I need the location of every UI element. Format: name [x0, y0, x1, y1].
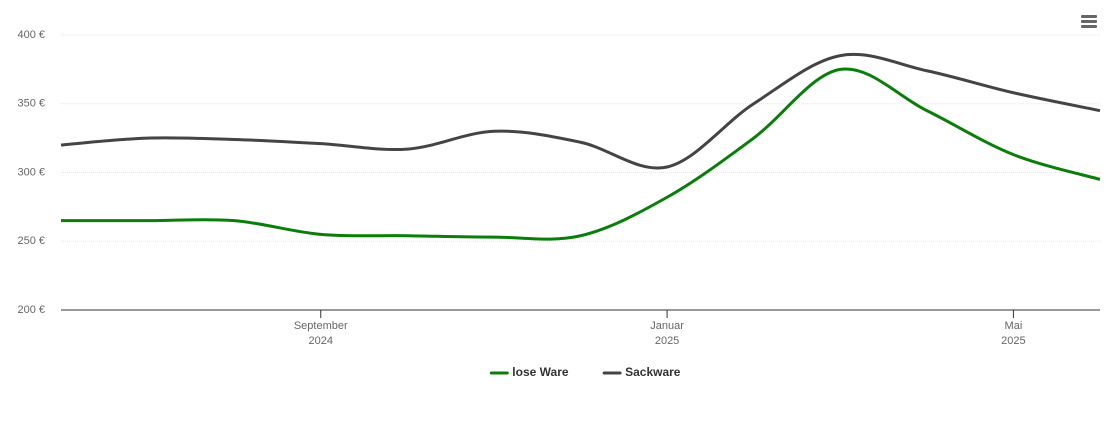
menu-bar	[1081, 25, 1097, 28]
menu-bar	[1081, 15, 1097, 18]
x-tick-label: Januar	[650, 320, 684, 332]
x-tick-label: 2025	[655, 335, 679, 347]
legend-item[interactable]: Sackware	[602, 365, 681, 379]
menu-button[interactable]	[1081, 15, 1097, 28]
y-tick-label: 200 €	[17, 304, 45, 316]
y-tick-label: 400 €	[17, 29, 45, 41]
y-tick-label: 350 €	[17, 98, 45, 110]
x-tick-label: Mai	[1005, 320, 1023, 332]
y-tick-label: 300 €	[17, 166, 45, 178]
x-tick-label: September	[294, 320, 348, 332]
y-tick-label: 250 €	[17, 235, 45, 247]
legend-label: Sackware	[625, 365, 681, 379]
legend: lose Ware Sackware	[489, 365, 681, 379]
x-tick-label: 2025	[1001, 335, 1025, 347]
legend-label: lose Ware	[512, 365, 569, 379]
series-line	[60, 52, 1101, 170]
x-tick-label: 2024	[309, 335, 333, 347]
series-line	[61, 67, 1101, 241]
menu-bar	[1081, 20, 1097, 23]
legend-item[interactable]: lose Ware	[489, 365, 569, 379]
